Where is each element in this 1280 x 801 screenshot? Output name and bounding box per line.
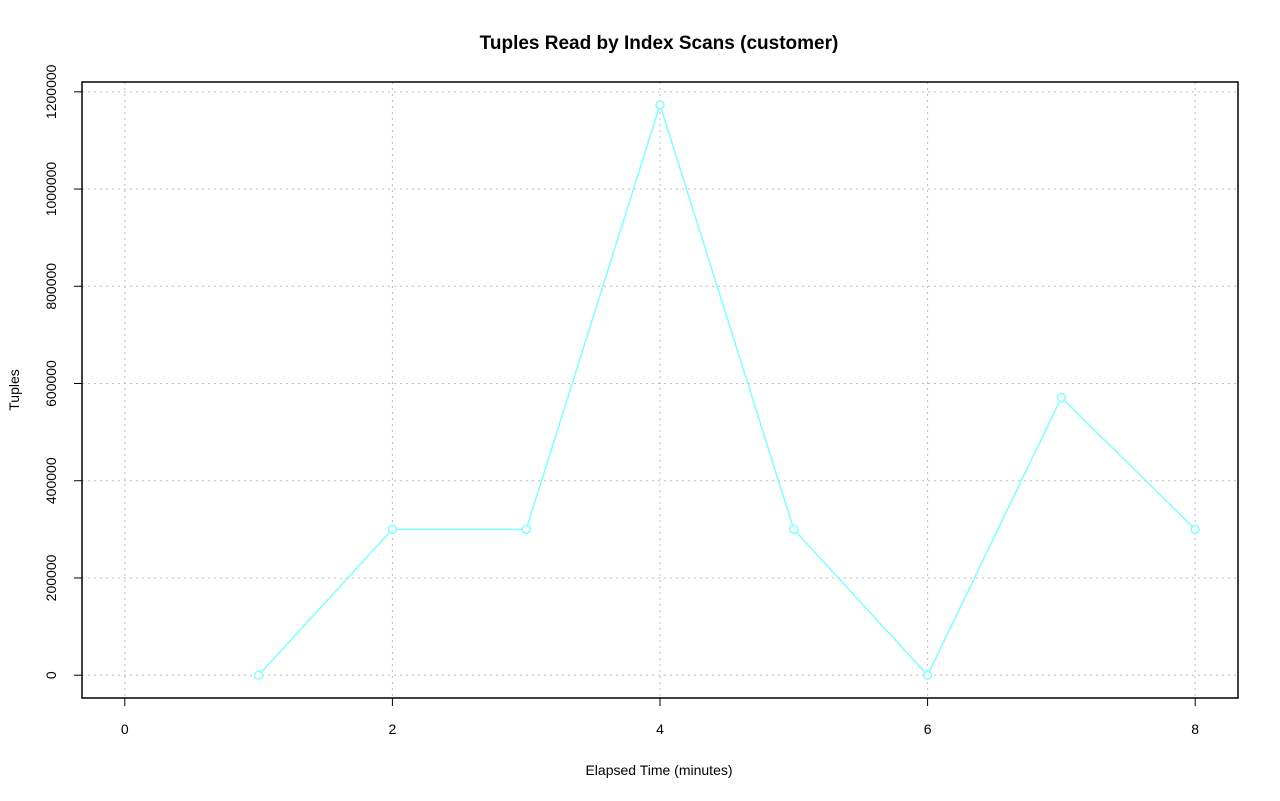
y-tick-label: 800000 — [43, 263, 59, 310]
x-tick-label: 2 — [389, 721, 397, 737]
y-tick-label: 0 — [43, 671, 59, 679]
y-tick-label: 1000000 — [43, 162, 59, 217]
chart-title: Tuples Read by Index Scans (customer) — [480, 33, 839, 54]
x-tick-label: 4 — [656, 721, 664, 737]
x-tick-label: 6 — [924, 721, 932, 737]
data-point — [521, 524, 531, 535]
data-point — [655, 100, 665, 110]
y-axis-label: Tuples — [6, 369, 22, 411]
data-point — [1056, 392, 1067, 403]
y-tick-label: 200000 — [43, 554, 59, 601]
y-tick-label: 1200000 — [43, 64, 59, 119]
x-tick-label: 0 — [121, 721, 129, 737]
y-tick-label: 400000 — [43, 457, 59, 504]
series-line — [258, 102, 1196, 677]
data-point — [922, 670, 933, 680]
y-tick-label: 600000 — [43, 360, 59, 407]
x-tick-label: 8 — [1191, 721, 1199, 737]
data-point — [387, 524, 398, 535]
data-point — [253, 670, 264, 680]
plot-frame — [81, 81, 1239, 699]
x-axis-label: Elapsed Time (minutes) — [585, 762, 732, 778]
data-point — [1190, 524, 1200, 535]
data-point — [789, 524, 799, 535]
